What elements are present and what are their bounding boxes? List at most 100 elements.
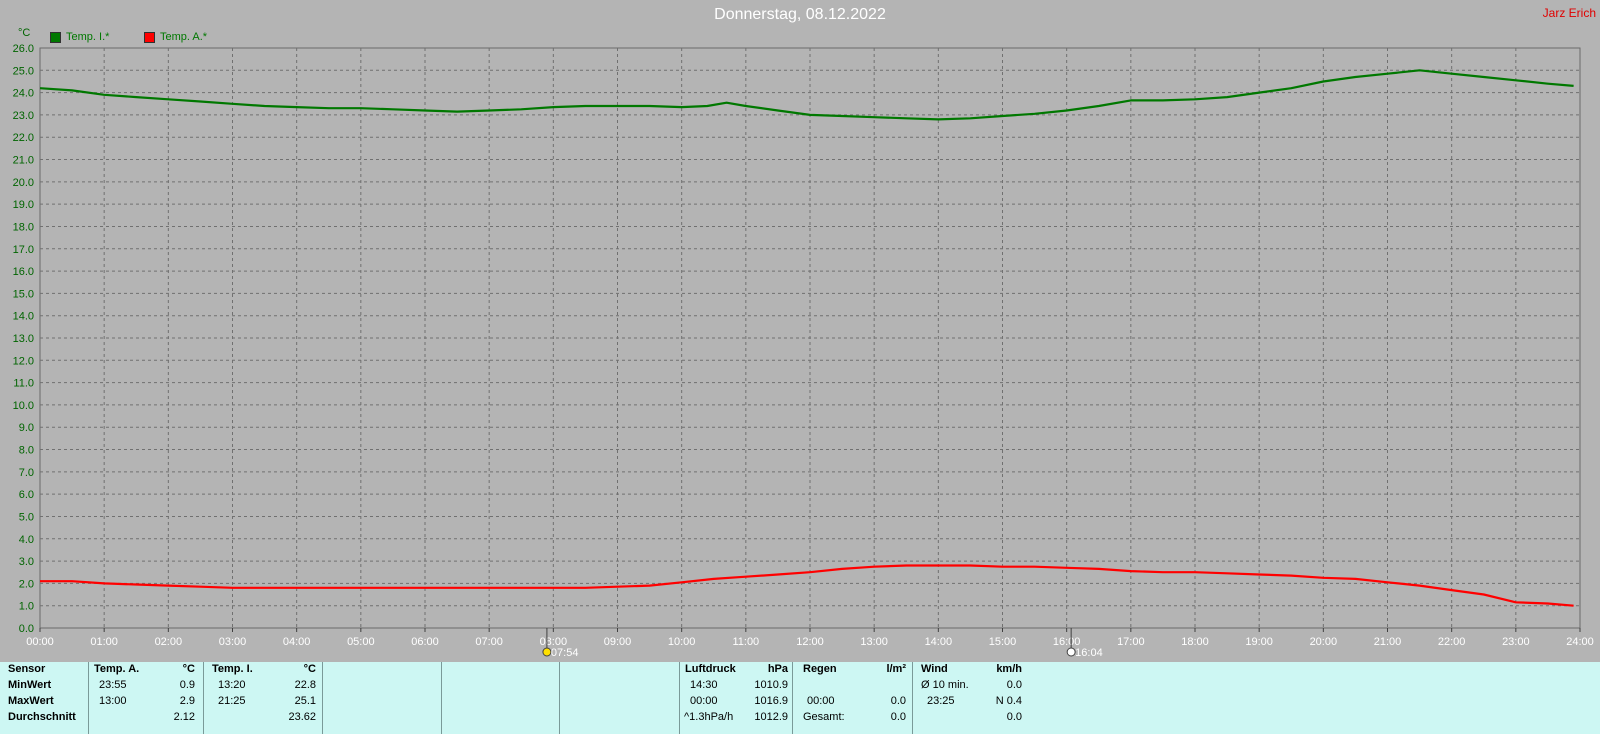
wind-unit: km/h [996,663,1022,675]
sunrise-label: 07:54 [551,647,579,659]
legend-swatch-outdoor [144,31,155,43]
x-tick-label: 23:00 [1502,636,1530,648]
temp-a-unit: °C [182,663,195,675]
y-tick-label: 14.0 [13,311,34,323]
wind-column: Wind km/h Ø 10 min. 0.0 23:25 N 0.4 0.0 [913,662,1028,734]
legend-label-indoor: Temp. I.* [66,31,110,43]
series-line-indoor [39,69,1574,121]
pressure-r1: 1010.9 [754,679,788,691]
temp-a-header: Temp. A. [94,663,140,675]
temp-i-min: 22.8 [294,679,316,691]
rain-unit: l/m² [886,663,906,675]
y-tick-label: 10.0 [13,400,34,412]
pressure-header: Luftdruck [685,663,736,675]
y-tick-label: 22.0 [13,132,34,144]
wind-header: Wind [921,663,948,675]
wind-r1: 0.0 [1006,679,1022,691]
empty-column-2 [442,662,560,734]
legend-swatch-indoor [50,31,61,43]
y-tick-label: 6.0 [19,489,34,501]
chart-title: Donnerstag, 08.12.2022 [714,6,886,23]
y-tick-label: 20.0 [13,177,34,189]
row-label-min: MinWert [8,679,52,691]
temp-i-avg: 23.62 [288,711,316,723]
x-tick-label: 12:00 [796,636,824,648]
empty-column-1 [323,662,442,734]
x-tick-label: 14:00 [925,636,953,648]
temp-i-column: Temp. I. °C 13:20 22.8 21:25 25.1 23.62 [204,662,323,734]
wind-r1-label: Ø 10 min. [921,679,969,691]
wind-r3: 0.0 [1006,711,1022,723]
pressure-unit: hPa [767,663,788,675]
x-tick-label: 13:00 [860,636,888,648]
x-tick-label: 15:00 [989,636,1017,648]
pressure-column: Luftdruck hPa 14:30 1010.9 00:00 1016.9 … [680,662,793,734]
y-tick-label: 21.0 [13,155,34,167]
y-tick-label: 5.0 [19,511,34,523]
sunset-label: 16:04 [1075,647,1103,659]
legend-item-indoor: Temp. I.* [50,31,109,43]
y-tick-label: 2.0 [19,578,34,590]
y-tick-label: 13.0 [13,333,34,345]
author-label: Jarz Erich [1542,6,1596,20]
legend-label-outdoor: Temp. A.* [160,31,208,43]
y-tick-label: 26.0 [13,43,34,55]
temp-a-max-time: 13:00 [99,695,127,707]
temp-i-header: Temp. I. [212,663,253,675]
x-tick-label: 09:00 [604,636,632,648]
temp-a-column: Temp. A. °C 23:55 0.9 13:00 2.9 2.12 [89,662,204,734]
x-tick-label: 24:00 [1566,636,1594,648]
y-tick-label: 25.0 [13,65,34,77]
pressure-r1-label: 14:30 [690,679,718,691]
pressure-r3-label: ^1.3hPa/h [684,711,734,723]
rain-r3-label: Gesamt: [803,711,845,723]
sensor-header: Sensor [8,663,46,675]
x-tick-label: 03:00 [219,636,247,648]
y-tick-label: 1.0 [19,601,34,613]
wind-r2-label: 23:25 [927,695,955,707]
temp-a-min: 0.9 [179,679,195,691]
wind-r2: N 0.4 [995,695,1022,707]
y-tick-label: 0.0 [19,623,34,635]
pressure-r3: 1012.9 [754,711,788,723]
rain-r3: 0.0 [890,711,906,723]
temp-i-min-time: 13:20 [218,679,246,691]
sunrise-icon [542,647,552,657]
temp-i-max-time: 21:25 [218,695,246,707]
y-tick-label: 9.0 [19,422,34,434]
temp-a-avg: 2.12 [173,711,195,723]
x-tick-label: 02:00 [155,636,183,648]
y-tick-label: 7.0 [19,467,34,479]
y-tick-label: 19.0 [13,199,34,211]
temp-i-unit: °C [303,663,316,675]
pressure-r2-label: 00:00 [690,695,718,707]
x-tick-label: 18:00 [1181,636,1209,648]
y-tick-label: 11.0 [13,378,34,390]
sensor-column: Sensor MinWert MaxWert Durchschnitt [0,662,89,734]
row-label-max: MaxWert [8,695,54,707]
rain-r2: 0.0 [890,695,906,707]
x-tick-label: 20:00 [1310,636,1338,648]
x-tick-label: 16:00 [1053,636,1081,648]
x-tick-label: 07:00 [475,636,503,648]
legend-item-outdoor: Temp. A.* [144,31,207,43]
x-tick-label: 21:00 [1374,636,1402,648]
y-tick-label: 17.0 [13,244,34,256]
temperature-chart: 0.0 1.0 2.0 3.0 4.0 5.0 6.0 7.0 8.0 9.0 10.0 11.0 12… [13,43,1594,659]
rain-header: Regen [803,663,837,675]
temp-i-max: 25.1 [294,695,316,707]
x-tick-label: 19:00 [1245,636,1273,648]
x-tick-label: 05:00 [347,636,375,648]
x-tick-label: 04:00 [283,636,311,648]
y-tick-label: 12.0 [13,355,34,367]
y-tick-label: 23.0 [13,110,34,122]
x-tick-label: 10:00 [668,636,696,648]
sunset-icon [1066,647,1076,657]
rain-r2-label: 00:00 [807,695,835,707]
temp-a-min-time: 23:55 [99,679,127,691]
row-label-avg: Durchschnitt [8,711,76,723]
x-tick-label: 11:00 [732,636,759,648]
pressure-r2: 1016.9 [754,695,788,707]
x-tick-label: 00:00 [26,636,54,648]
x-tick-label: 17:00 [1117,636,1145,648]
